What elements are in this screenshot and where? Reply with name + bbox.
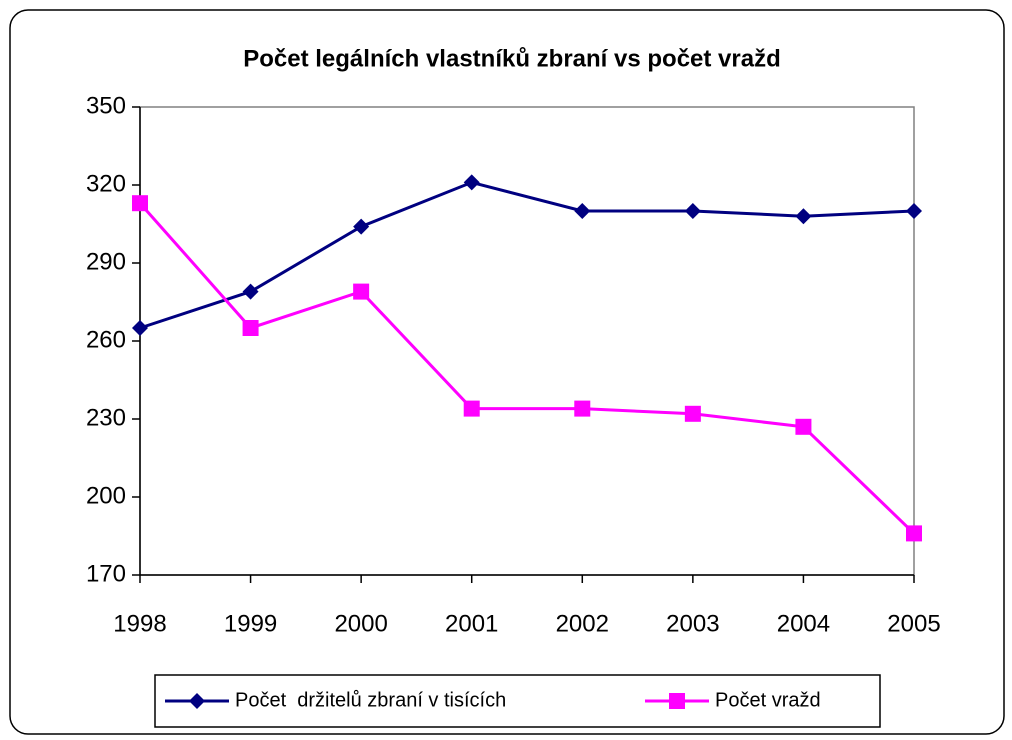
point bbox=[574, 400, 591, 417]
series-line bbox=[139, 180, 915, 330]
chart-title: Počet legálních vlastníků zbraní vs poče… bbox=[243, 45, 781, 72]
x-tick-label: 2005 bbox=[887, 610, 940, 637]
y-tick-label: 230 bbox=[86, 404, 126, 431]
y-tick-label: 350 bbox=[86, 92, 126, 119]
legend-label: Počet vražd bbox=[715, 689, 821, 711]
point bbox=[132, 320, 148, 336]
chart-border bbox=[9, 9, 1005, 735]
legend-label: Počet držitelů zbraní v tisících bbox=[235, 689, 506, 711]
point bbox=[574, 203, 591, 219]
point bbox=[906, 203, 922, 219]
x-tick-label: 2002 bbox=[556, 610, 609, 637]
x-tick-label: 2004 bbox=[777, 610, 830, 637]
point bbox=[684, 405, 701, 422]
point bbox=[906, 525, 922, 542]
x-tick-label: 1999 bbox=[224, 610, 277, 637]
legend-marker bbox=[669, 693, 685, 709]
x-tick-label: 2001 bbox=[445, 610, 498, 637]
point bbox=[795, 208, 812, 225]
point bbox=[463, 400, 480, 417]
y-tick-label: 260 bbox=[86, 326, 126, 353]
x-tick-label: 1998 bbox=[113, 610, 166, 637]
x-tick-label: 2003 bbox=[666, 610, 719, 637]
point bbox=[132, 195, 148, 212]
point bbox=[684, 203, 701, 219]
x-tick-label: 2000 bbox=[334, 610, 387, 637]
y-tick-label: 170 bbox=[86, 560, 126, 587]
y-tick-label: 200 bbox=[86, 482, 126, 509]
legend-box bbox=[154, 674, 881, 728]
point bbox=[242, 320, 259, 336]
point bbox=[463, 174, 480, 191]
point bbox=[795, 418, 812, 435]
point bbox=[353, 218, 370, 235]
series-line bbox=[138, 202, 916, 535]
y-tick-label: 320 bbox=[86, 170, 126, 197]
y-tick-label: 290 bbox=[86, 248, 126, 275]
point bbox=[242, 283, 259, 300]
legend-marker bbox=[189, 693, 205, 709]
point bbox=[353, 283, 370, 300]
